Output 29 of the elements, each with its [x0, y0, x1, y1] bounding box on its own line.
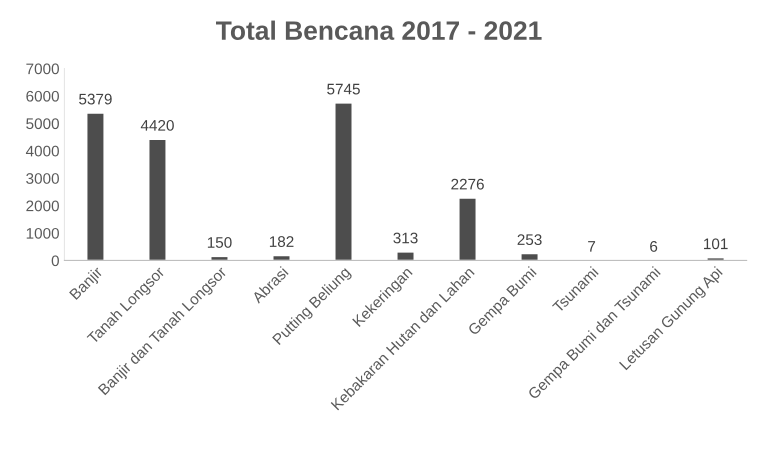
y-tick-label: 4000	[26, 146, 59, 156]
chart-title: Total Bencana 2017 - 2021	[216, 20, 542, 40]
data-label: 182	[270, 236, 294, 247]
data-label: 5745	[327, 84, 360, 94]
data-label: 150	[208, 237, 232, 248]
bar	[334, 102, 353, 260]
data-label: 313	[393, 232, 418, 244]
bar	[148, 138, 167, 260]
y-tick-label: 3000	[26, 173, 59, 184]
bar	[210, 256, 229, 260]
bar	[396, 251, 415, 260]
bar	[520, 252, 539, 260]
bar	[706, 257, 725, 260]
data-label: 253	[518, 234, 542, 246]
bar	[272, 254, 291, 260]
data-label: 7	[588, 241, 596, 252]
y-tick-label: 7000	[26, 63, 59, 74]
y-tick-label: 5000	[26, 118, 59, 130]
y-tick-label: 1000	[26, 228, 59, 239]
bar	[458, 197, 477, 260]
y-tick-label: 6000	[26, 90, 59, 102]
data-label: 5379	[79, 94, 112, 104]
data-label: 101	[704, 238, 728, 250]
data-label: 6	[650, 241, 658, 252]
data-label: 2276	[451, 178, 484, 190]
data-label: 4420	[140, 120, 174, 131]
y-tick-label: 0	[52, 255, 59, 266]
y-tick-label: 2000	[26, 200, 59, 212]
bar	[86, 112, 105, 260]
